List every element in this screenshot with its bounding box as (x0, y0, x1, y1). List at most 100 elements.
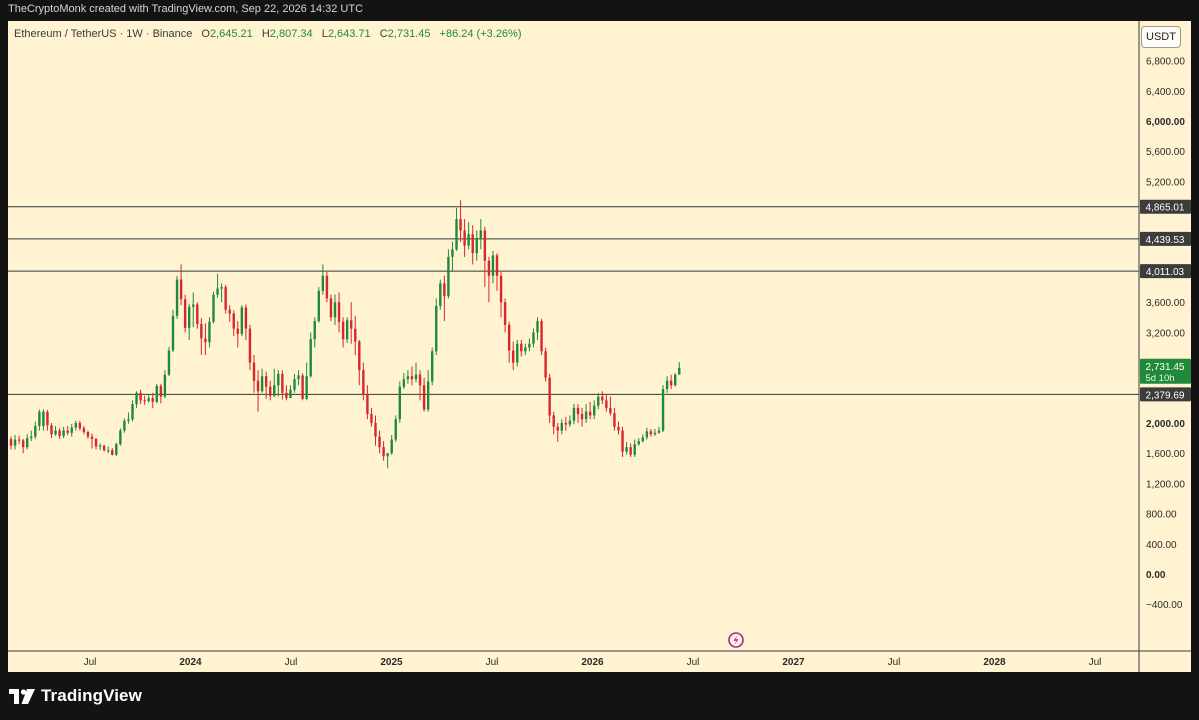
candle-body (588, 411, 592, 416)
candle-body (475, 238, 478, 254)
y-tick-label: 6,400.00 (1146, 87, 1185, 98)
candle-body (321, 275, 325, 291)
candle-body (378, 436, 381, 448)
candle-body (499, 275, 503, 303)
candle-body (62, 430, 65, 436)
candle-body (568, 420, 572, 425)
tradingview-logo[interactable]: TradingView (9, 686, 142, 706)
candle-body (560, 423, 563, 431)
candle-body (66, 430, 69, 433)
currency-button[interactable]: USDT (1141, 26, 1181, 48)
level-tag-label: 4,865.01 (1146, 203, 1185, 214)
candle-body (390, 439, 393, 454)
x-tick-label: 2026 (581, 657, 604, 668)
y-tick-label: 0.00 (1146, 570, 1166, 581)
candle-body (38, 411, 41, 427)
candle-body (151, 398, 154, 402)
candle-body (107, 450, 110, 452)
candle-body (309, 339, 312, 377)
candle-body (507, 324, 511, 351)
candle-body (479, 230, 482, 239)
candle-body (641, 437, 644, 442)
level-tag-bg (1140, 387, 1191, 402)
candle-body (232, 313, 235, 329)
x-tick-label: Jul (888, 657, 901, 668)
symbol-name: Ethereum / TetherUS · 1W · Binance (14, 28, 193, 40)
candle-body (593, 405, 596, 416)
candle-body (127, 419, 130, 421)
y-tick-label: 6,800.00 (1146, 57, 1185, 68)
candle-body (293, 379, 296, 390)
chart-pane[interactable]: 6,800.00 6,400.00 6,000.00 5,600.00 5,200.00… (8, 21, 1191, 672)
candle-body (212, 294, 215, 322)
candle-body (621, 430, 624, 452)
horizontal-levels (8, 206, 1139, 395)
candle-body (42, 411, 45, 427)
candle-body (649, 431, 653, 435)
price-chart[interactable]: 6,800.00 6,400.00 6,000.00 5,600.00 5,200.00… (8, 21, 1191, 672)
candle-body (54, 430, 57, 435)
candle-body (447, 256, 450, 297)
candle-body (244, 307, 248, 329)
close-value: 2,731.45 (387, 28, 431, 40)
candle-body (633, 444, 636, 455)
candle-body (111, 450, 114, 455)
candle-body (147, 398, 150, 402)
candle-body (451, 249, 454, 257)
candle-body (115, 444, 118, 455)
candle-body (159, 386, 163, 397)
candle-body (418, 374, 422, 386)
y-tick-label: 400.00 (1146, 540, 1177, 551)
candle-body (98, 445, 102, 447)
candle-body (74, 423, 77, 428)
x-tick-label: Jul (84, 657, 97, 668)
candle-body (657, 430, 661, 433)
low-value: 2,643.71 (327, 28, 371, 40)
candle-body (503, 302, 507, 325)
candle-body (358, 341, 361, 371)
candle-body (463, 230, 466, 246)
y-tick-label: 2,000.00 (1146, 419, 1185, 430)
candle-body (90, 436, 94, 439)
candle-body (613, 413, 616, 427)
y-tick-label: 1,200.00 (1146, 479, 1185, 490)
candle-body (495, 255, 499, 276)
candle-body (240, 307, 244, 334)
candle-body (102, 445, 106, 451)
candle-body (188, 306, 191, 328)
candle-body (273, 385, 276, 396)
candle-body (50, 425, 53, 435)
candle-body (21, 440, 25, 448)
y-tick-label: 6,000.00 (1146, 117, 1185, 128)
candle-body (13, 439, 17, 446)
candle-body (305, 376, 308, 399)
candle-body (208, 321, 211, 343)
candle-body (580, 413, 584, 420)
low-label: L (321, 28, 328, 40)
candle-body (82, 428, 86, 433)
candle-body (435, 305, 438, 352)
attribution-text: TheCryptoMonk created with TradingView.c… (8, 3, 364, 15)
candle-body (674, 374, 677, 386)
candle-body (248, 328, 252, 363)
candle-body (617, 426, 620, 431)
candle-body (443, 283, 446, 297)
candle-body (317, 290, 320, 322)
candle-body (175, 279, 179, 316)
open-label: O (201, 28, 210, 40)
level-tag-bg (1140, 199, 1191, 214)
x-tick-label: 2028 (983, 657, 1006, 668)
bar-countdown-label: 5d 10h (1145, 373, 1174, 384)
y-tick-label: 5,200.00 (1146, 177, 1185, 188)
candle-body (9, 439, 13, 446)
candle-body (341, 321, 345, 340)
high-label: H (261, 28, 270, 40)
candle-body (536, 321, 539, 333)
level-tag-label: 4,439.53 (1146, 235, 1185, 246)
candle-body (329, 298, 333, 318)
candle-body (645, 431, 649, 438)
candle-body (669, 380, 673, 386)
brand-name: TradingView (41, 686, 142, 705)
candle-body (228, 309, 231, 314)
